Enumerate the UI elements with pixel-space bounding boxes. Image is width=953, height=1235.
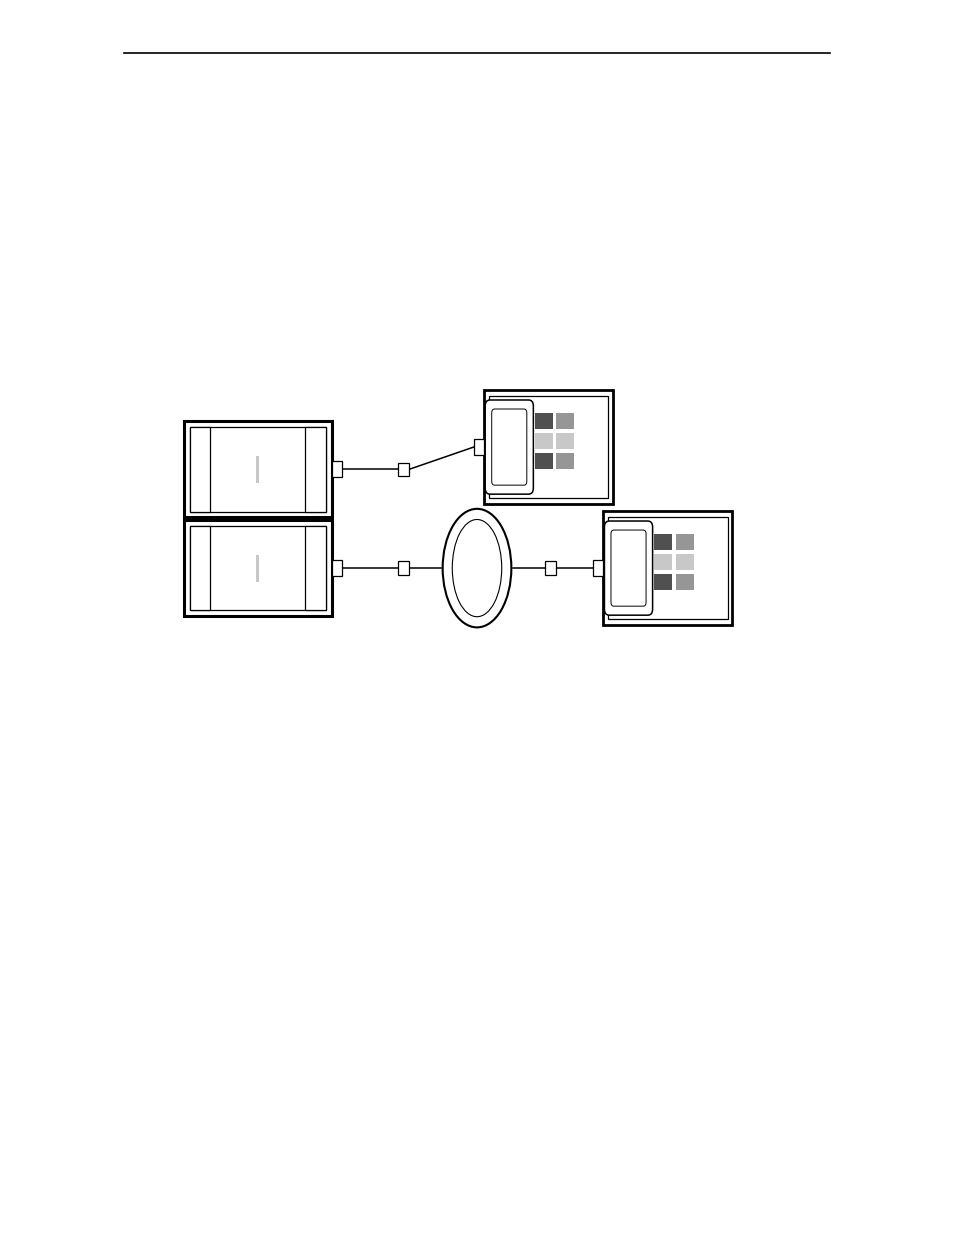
FancyBboxPatch shape — [604, 521, 652, 615]
Bar — [332, 461, 342, 478]
Bar — [556, 433, 574, 450]
Bar — [398, 462, 408, 475]
Bar — [544, 561, 555, 574]
Bar — [488, 396, 608, 498]
Bar — [255, 555, 259, 582]
Bar — [483, 390, 612, 504]
Bar — [556, 412, 574, 429]
Bar — [607, 517, 727, 619]
Bar — [556, 453, 574, 469]
Bar — [654, 574, 672, 590]
Bar — [654, 555, 672, 571]
Bar — [675, 534, 693, 550]
Bar — [398, 561, 408, 574]
Bar — [305, 526, 325, 610]
Bar — [183, 520, 332, 616]
Bar — [190, 526, 325, 610]
Bar — [190, 427, 210, 511]
Bar — [675, 574, 693, 590]
Bar — [183, 421, 332, 517]
Bar — [602, 511, 731, 625]
Bar — [535, 453, 553, 469]
Bar — [473, 438, 483, 456]
Bar — [654, 534, 672, 550]
Bar — [675, 555, 693, 571]
Bar — [535, 412, 553, 429]
Bar — [592, 559, 602, 576]
Bar — [305, 427, 325, 511]
Bar — [332, 559, 342, 576]
Ellipse shape — [442, 509, 511, 627]
Bar — [190, 526, 210, 610]
Bar — [535, 433, 553, 450]
Bar — [190, 427, 325, 511]
FancyBboxPatch shape — [485, 400, 533, 494]
Bar — [255, 456, 259, 483]
